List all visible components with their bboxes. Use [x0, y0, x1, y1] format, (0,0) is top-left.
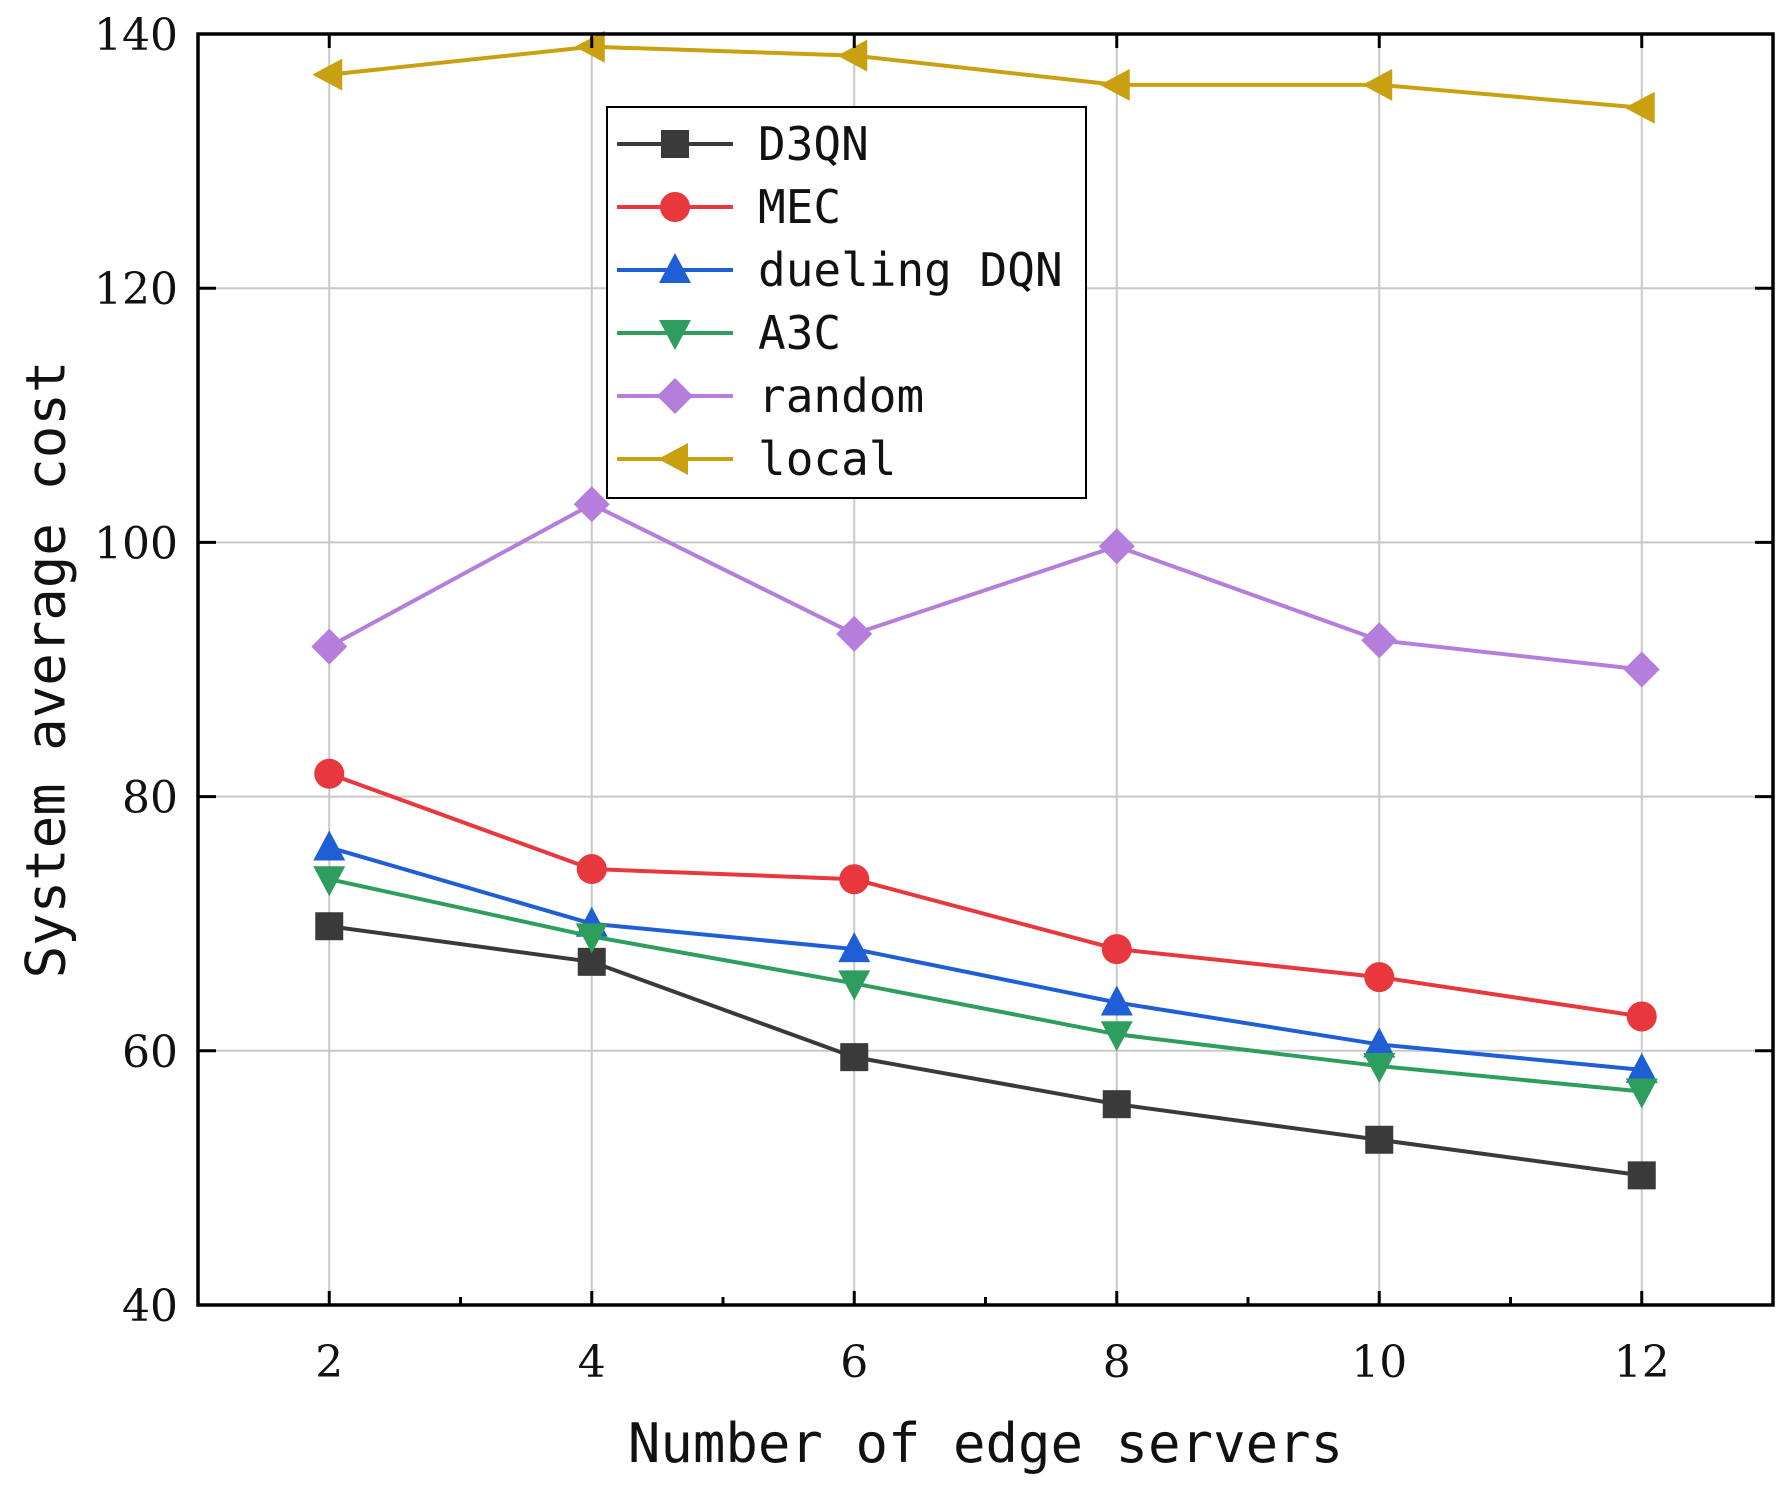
data-point	[840, 1043, 869, 1072]
data-point	[838, 932, 871, 963]
series-mec	[314, 758, 1657, 1032]
series-dueling-dqn	[313, 830, 1658, 1083]
data-point	[836, 615, 873, 652]
x-tick-label: 2	[315, 1337, 343, 1388]
data-point	[838, 970, 871, 1001]
data-point	[1363, 1027, 1396, 1058]
data-point	[1627, 1161, 1656, 1190]
y-tick-label: 140	[94, 10, 178, 61]
y-tick-label: 80	[122, 773, 178, 824]
legend-item: A3C	[617, 306, 841, 360]
legend-box	[606, 106, 1087, 499]
legend-item: local	[617, 432, 896, 486]
legend-label: random	[758, 369, 924, 423]
data-point	[313, 866, 346, 897]
series-d3qn	[315, 912, 1656, 1190]
legend-item: D3QN	[617, 117, 869, 171]
legend-label: local	[758, 432, 896, 486]
data-point	[312, 58, 343, 91]
series-line	[329, 44, 1642, 110]
data-point	[313, 830, 346, 861]
data-point	[1100, 1021, 1133, 1052]
x-tick-label: 12	[1614, 1337, 1670, 1388]
x-tick-label: 10	[1351, 1337, 1407, 1388]
x-tick-label: 8	[1103, 1337, 1131, 1388]
data-point	[1625, 1052, 1658, 1083]
legend-marker	[658, 443, 688, 475]
legend-label: dueling DQN	[758, 243, 1063, 297]
data-point	[1624, 91, 1655, 124]
legend-marker	[660, 192, 690, 222]
legend-marker	[659, 320, 691, 350]
legend-label: MEC	[758, 180, 841, 234]
legend-marker	[659, 253, 691, 283]
y-axis-title: System average cost	[15, 361, 78, 979]
legend-label: A3C	[758, 306, 841, 360]
data-point	[1363, 1053, 1396, 1084]
data-point	[1364, 962, 1395, 993]
legend-marker	[657, 378, 693, 414]
series-line	[328, 771, 1643, 1019]
data-point	[574, 30, 605, 63]
data-point	[1365, 1125, 1394, 1154]
series-random	[311, 486, 1660, 688]
data-point	[314, 758, 345, 789]
data-point	[1101, 934, 1132, 965]
legend-marker	[661, 130, 689, 158]
data-point	[1626, 1001, 1657, 1032]
y-tick-label: 120	[94, 264, 178, 315]
legend-label: D3QN	[758, 117, 869, 171]
legend-item: MEC	[617, 180, 841, 234]
series-line	[328, 877, 1642, 1094]
y-tick-label: 40	[122, 1281, 178, 1332]
y-tick-label: 100	[94, 518, 178, 569]
data-point	[1623, 651, 1660, 688]
x-tick-label: 4	[578, 1337, 606, 1388]
axis-ticks: 2 4 6 8 10 12 40 60 80 100 120 140	[94, 10, 1773, 1388]
data-point	[315, 912, 344, 941]
series-a3c	[313, 866, 1658, 1109]
x-tick-label: 6	[840, 1337, 868, 1388]
series-layer	[311, 30, 1660, 1190]
data-point	[1361, 622, 1398, 659]
data-point	[839, 864, 870, 895]
data-point	[1099, 68, 1130, 101]
series-local	[312, 30, 1655, 124]
x-axis-title: Number of edge servers	[628, 1412, 1343, 1475]
y-tick-label: 60	[122, 1027, 178, 1078]
series-line	[328, 502, 1642, 672]
legend-item: dueling DQN	[617, 243, 1063, 297]
data-point	[1362, 68, 1393, 101]
series-line	[328, 924, 1643, 1178]
data-point	[573, 486, 610, 523]
series-line	[328, 845, 1642, 1072]
data-point	[575, 923, 608, 954]
data-point	[576, 854, 607, 885]
data-point	[1098, 528, 1135, 565]
legend: D3QN MEC dueling DQN A3C random local	[606, 106, 1087, 499]
data-point	[837, 39, 868, 72]
legend-item: random	[617, 369, 924, 423]
data-point	[311, 628, 348, 665]
data-point	[1100, 985, 1133, 1016]
data-point	[1102, 1090, 1131, 1119]
data-point	[1625, 1078, 1658, 1109]
